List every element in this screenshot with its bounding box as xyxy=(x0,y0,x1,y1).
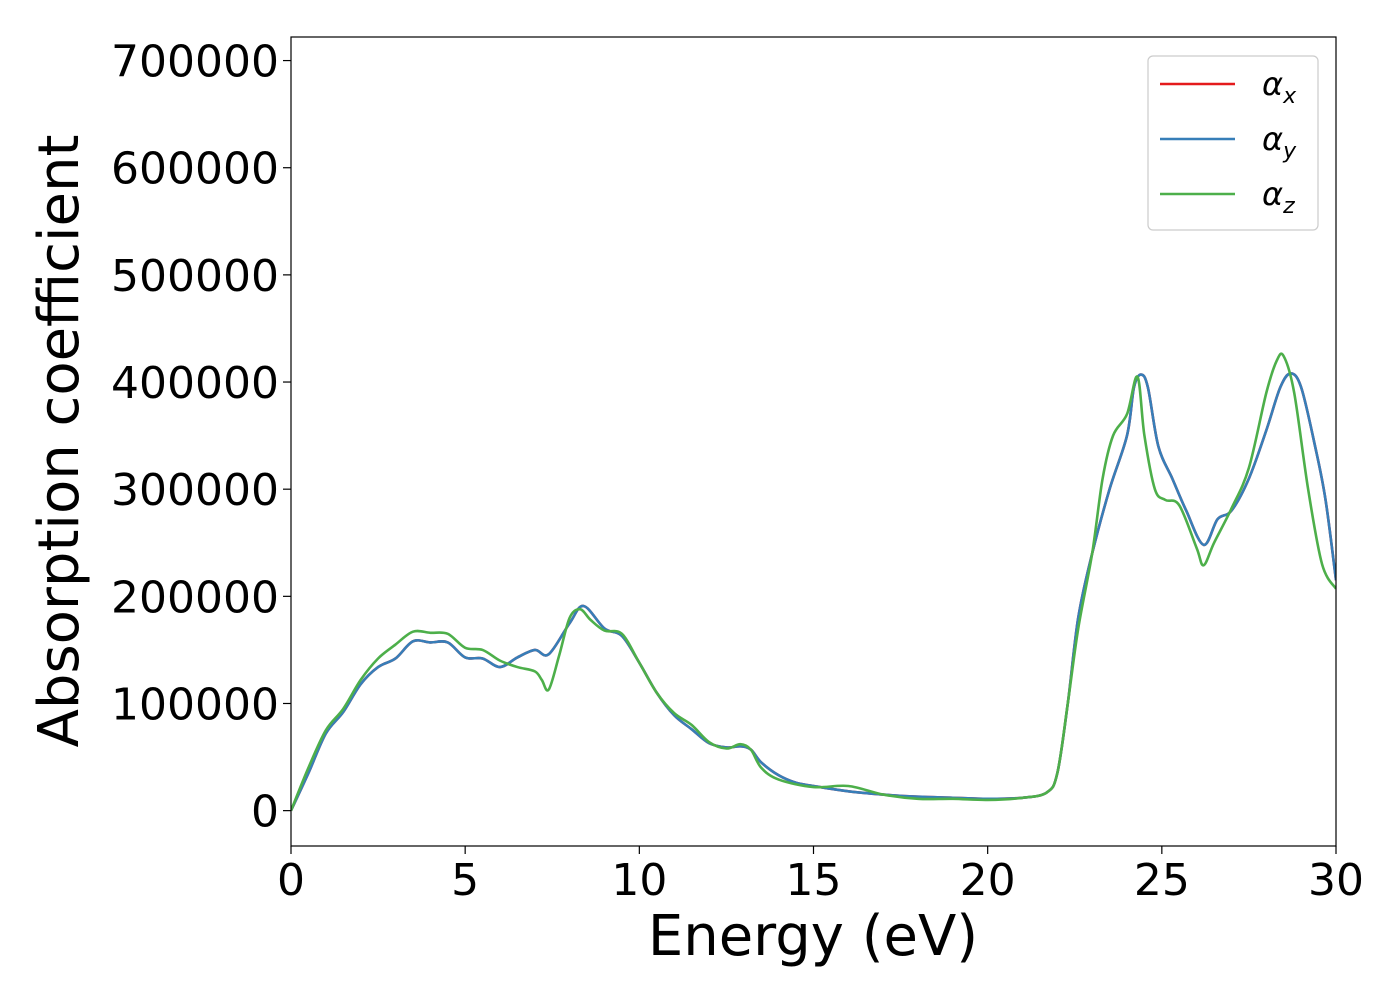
y-tick-label: 0 xyxy=(251,787,279,838)
y-tick-label: 700000 xyxy=(111,37,279,88)
legend-label-z: αz xyxy=(1262,175,1295,219)
x-tick-label: 5 xyxy=(451,855,479,906)
series-line-z xyxy=(291,352,1336,812)
x-tick-label: 30 xyxy=(1308,855,1364,906)
y-tick-label: 300000 xyxy=(111,465,279,516)
x-axis-title: Energy (eV) xyxy=(648,904,978,969)
y-axis-ticks: 0 100000 200000 300000 400000 500000 600000 700… xyxy=(111,37,291,838)
x-tick-label: 0 xyxy=(277,855,305,906)
x-axis-ticks: 0 5 10 15 20 25 30 xyxy=(277,846,1364,906)
legend-box xyxy=(1147,55,1319,231)
y-tick-label: 600000 xyxy=(111,144,279,195)
y-tick-label: 400000 xyxy=(111,358,279,409)
x-tick-label: 15 xyxy=(786,855,842,906)
y-axis-title: Absorption coefficient xyxy=(27,135,92,748)
legend-label-y: αy xyxy=(1262,120,1297,164)
x-tick-label: 20 xyxy=(960,855,1016,906)
legend-label-x: αx xyxy=(1262,65,1297,109)
y-tick-label: 500000 xyxy=(111,251,279,302)
x-tick-label: 25 xyxy=(1134,855,1190,906)
series-layer xyxy=(291,352,1336,812)
legend: αx αy αz xyxy=(1147,55,1319,231)
x-tick-label: 10 xyxy=(611,855,667,906)
y-tick-label: 200000 xyxy=(111,572,279,623)
y-tick-label: 100000 xyxy=(111,679,279,730)
